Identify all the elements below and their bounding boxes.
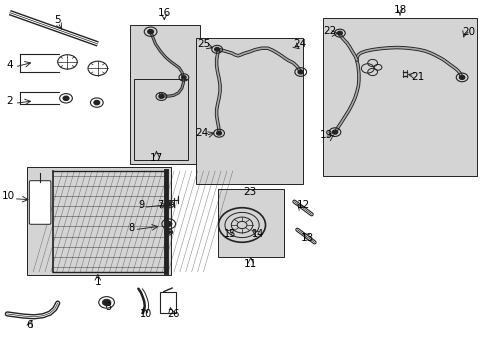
Circle shape <box>459 76 464 79</box>
Text: 18: 18 <box>392 5 406 15</box>
Circle shape <box>165 222 171 226</box>
Text: 15: 15 <box>223 229 236 239</box>
Text: 14: 14 <box>251 229 264 239</box>
Text: 24: 24 <box>292 39 306 49</box>
FancyBboxPatch shape <box>160 292 176 313</box>
Circle shape <box>298 70 303 74</box>
Text: 10: 10 <box>2 191 15 201</box>
Text: 26: 26 <box>167 309 180 319</box>
Text: 16: 16 <box>157 8 171 18</box>
Text: 2: 2 <box>6 96 13 106</box>
Circle shape <box>182 76 185 79</box>
Text: 12: 12 <box>296 200 309 210</box>
Text: 7: 7 <box>157 200 163 210</box>
Text: 4: 4 <box>6 60 13 70</box>
Text: 21: 21 <box>410 72 424 82</box>
Circle shape <box>167 203 171 206</box>
Text: 5: 5 <box>54 15 61 25</box>
Text: 11: 11 <box>244 258 257 269</box>
Bar <box>322 18 476 176</box>
Bar <box>129 25 200 164</box>
Text: 22: 22 <box>323 26 336 36</box>
Bar <box>217 189 283 257</box>
FancyBboxPatch shape <box>29 181 51 224</box>
Circle shape <box>166 231 170 234</box>
Text: 13: 13 <box>300 233 313 243</box>
Circle shape <box>337 31 342 35</box>
Text: 9: 9 <box>139 200 144 210</box>
Circle shape <box>103 300 110 305</box>
Circle shape <box>332 130 337 134</box>
Text: 3: 3 <box>105 302 111 312</box>
Circle shape <box>63 96 69 100</box>
Circle shape <box>94 100 100 105</box>
Bar <box>195 38 303 184</box>
Text: 8: 8 <box>128 222 134 233</box>
Circle shape <box>214 48 219 51</box>
Text: 20: 20 <box>461 27 474 37</box>
Text: 19: 19 <box>319 130 333 140</box>
Text: 25: 25 <box>196 39 210 49</box>
Circle shape <box>216 131 221 135</box>
Circle shape <box>159 95 163 98</box>
Text: 24: 24 <box>195 128 208 138</box>
Bar <box>27 167 171 275</box>
Circle shape <box>147 30 153 34</box>
Bar <box>134 79 187 160</box>
Text: 6: 6 <box>26 320 33 330</box>
Text: 17: 17 <box>149 153 163 163</box>
Text: 1: 1 <box>94 276 101 287</box>
Text: 23: 23 <box>242 186 256 197</box>
Text: 10: 10 <box>139 309 152 319</box>
